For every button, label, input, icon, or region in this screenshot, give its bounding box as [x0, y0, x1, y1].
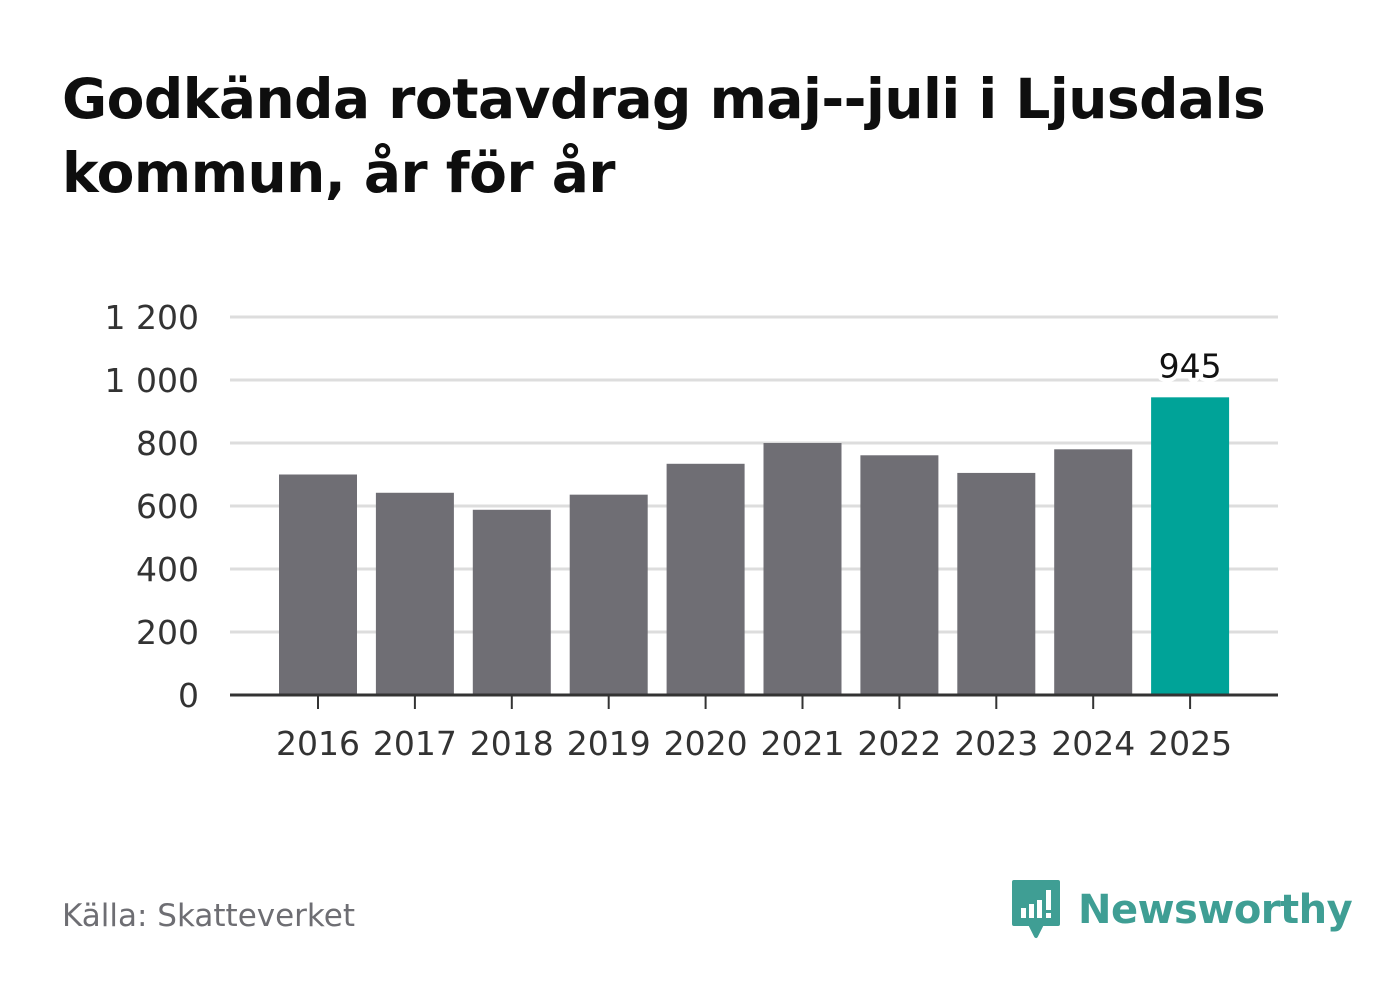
x-tick-label: 2020 [664, 724, 748, 763]
bar-2023 [957, 472, 1036, 695]
x-tick-label: 2025 [1148, 724, 1232, 763]
data-label: 945 [1159, 346, 1222, 385]
bar-2019 [569, 494, 648, 695]
y-tick-label: 800 [136, 424, 199, 463]
brand-name: Newsworthy [1078, 887, 1353, 933]
x-axis-ticks: 2016 2017 2018 2019 2020 2021 2022 2023 2024 2025 [230, 693, 1278, 763]
bar-2020 [666, 463, 745, 695]
bar-2018 [472, 509, 551, 695]
data-labels: 945 [1155, 342, 1226, 389]
x-tick-label: 2017 [373, 724, 457, 763]
y-tick-label: 1 000 [105, 361, 199, 400]
y-tick-label: 400 [136, 550, 199, 589]
x-tick-label: 2021 [761, 724, 845, 763]
bar-2022 [860, 455, 939, 695]
x-tick-label: 2024 [1051, 724, 1135, 763]
y-tick-label: 200 [136, 613, 199, 652]
x-tick-label: 2023 [954, 724, 1038, 763]
y-tick-label: 0 [178, 676, 199, 715]
y-tick-label: 1 200 [105, 298, 199, 337]
bars [279, 397, 1230, 695]
chart-title: Godkända rotavdrag maj--juli i Ljusdals … [62, 67, 1266, 205]
bar-2016 [279, 474, 357, 695]
bar-2024 [1054, 449, 1133, 695]
newsworthy-logo-icon [1012, 880, 1060, 938]
bar-2021 [763, 443, 842, 695]
brand-logo: Newsworthy [1010, 878, 1353, 942]
x-tick-label: 2018 [470, 724, 554, 763]
x-tick-label: 2016 [276, 724, 360, 763]
bar-2025 [1151, 397, 1230, 695]
source-label: Källa: Skatteverket [62, 898, 356, 934]
x-tick-label: 2019 [567, 724, 651, 763]
bar-2017 [375, 492, 454, 695]
x-tick-label: 2022 [857, 724, 941, 763]
y-axis-tick-labels: 0 200 400 600 800 1 000 1 200 [105, 298, 199, 715]
y-tick-label: 600 [136, 487, 199, 526]
